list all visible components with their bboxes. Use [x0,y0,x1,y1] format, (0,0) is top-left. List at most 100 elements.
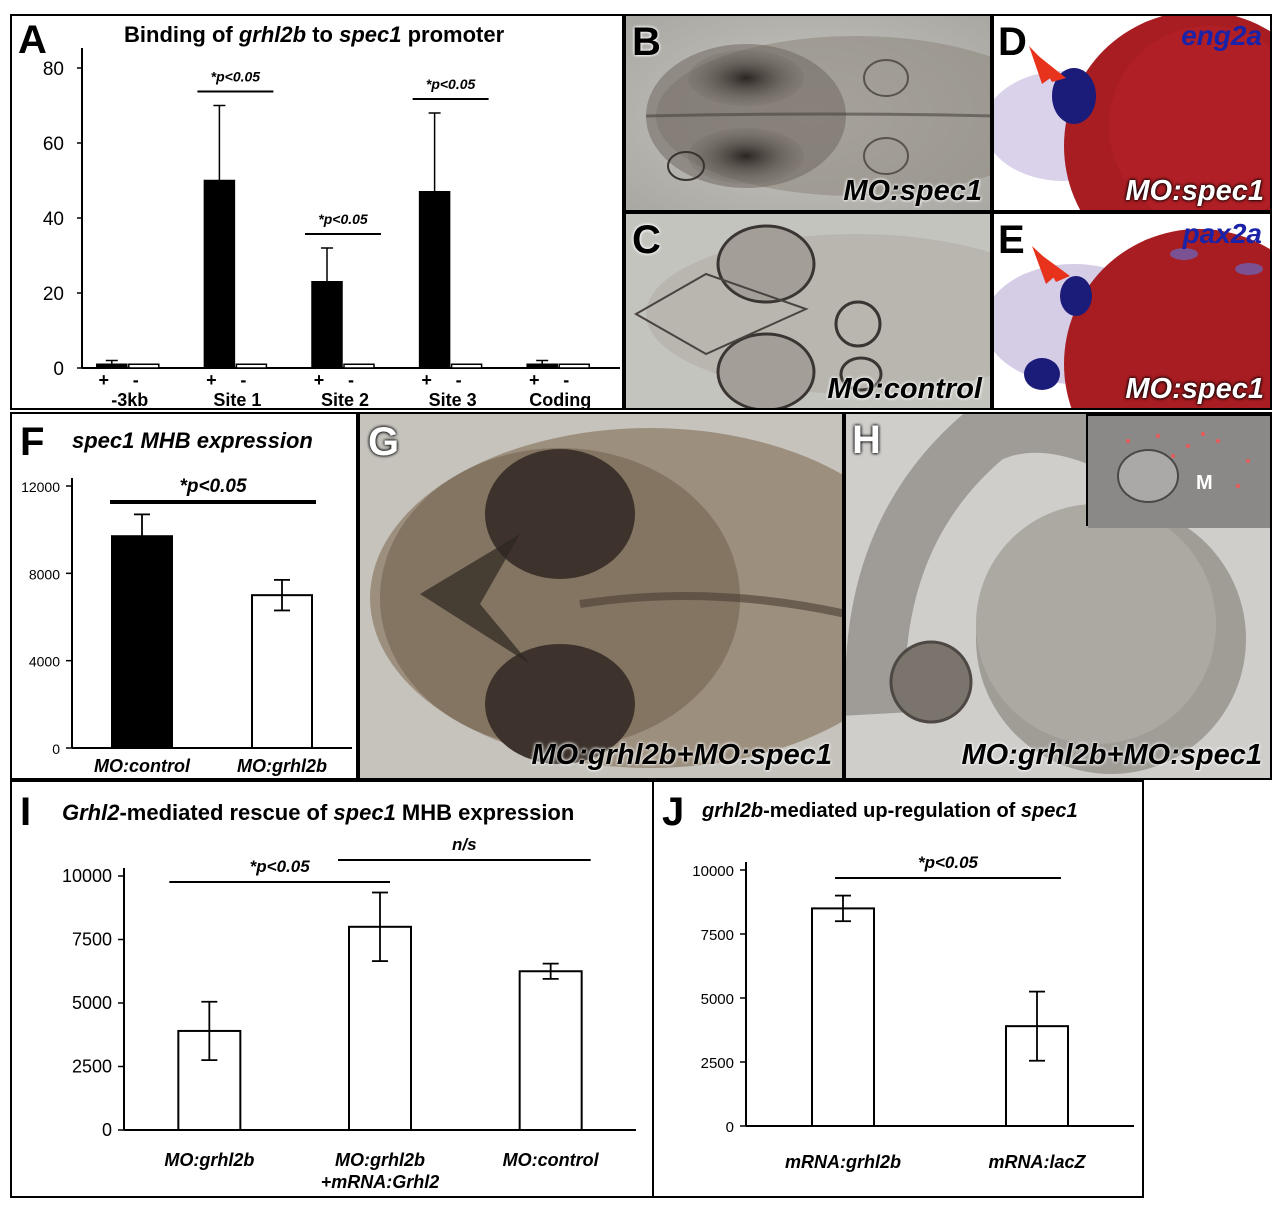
sub-label: + [314,370,325,390]
x-tick-label: Site 1 [213,390,261,410]
sub-label: - [563,370,569,390]
chart-title-i: Grhl2-mediated rescue of spec1 MHB expre… [62,800,575,825]
y-tick-label: 20 [43,284,64,305]
bar [251,594,313,749]
gene-label-e: pax2a [1182,218,1262,249]
bar [235,363,268,369]
inset-image-h: M [1086,414,1270,528]
panel-g: G MO:grhl2b+MO:spec1 [358,412,844,780]
bar-chart-f: 0 4000 8000 12000 MO:control MO:grhl2b *p<0.05 [21,476,352,776]
image-label-e: MO:spec1 [1125,373,1264,405]
inset-label-m: M [1196,472,1213,494]
panel-a: A Binding of grhl2b to spec1 promoter 0 2… [10,14,624,410]
significance-label: *p<0.05 [250,857,311,876]
y-tick-label: 10000 [692,863,734,880]
panel-letter-b: B [632,20,661,64]
significance-label: *p<0.05 [318,211,368,227]
bar-chart-j: 0 2500 5000 7500 10000 mRNA:grhl2b mRNA:lacZ *p… [692,853,1134,1172]
panel-letter-f: F [20,420,45,464]
sub-label: - [133,370,139,390]
bar [811,907,875,1128]
bar [526,363,558,369]
sub-label: + [529,370,540,390]
panel-letter-e: E [998,218,1025,262]
y-tick-label: 5000 [72,993,112,1013]
significance-label: n/s [452,835,477,854]
significance-label: *p<0.05 [179,476,247,497]
x-tick-label: Site 2 [321,390,369,410]
bar [111,535,173,750]
bar [418,191,451,369]
significance-label: *p<0.05 [211,69,261,85]
embryo-image-c [626,214,990,408]
significance-label: *p<0.05 [426,76,476,92]
panel-h: M H MO:grhl2b+MO:spec1 [844,412,1272,780]
x-tick-label: MO:control [503,1150,600,1170]
panel-letter-i: I [20,790,32,834]
sub-label: - [348,370,354,390]
sub-label: + [421,370,432,390]
x-tick-label: mRNA:lacZ [988,1152,1086,1172]
sub-label: + [99,370,110,390]
y-tick-label: 7500 [701,927,734,944]
significance-label: *p<0.05 [918,853,979,872]
y-tick-label: 8000 [29,566,60,582]
panel-b: B MO:spec1 [624,14,992,212]
bar [450,363,483,369]
y-tick-label: 0 [726,1119,734,1136]
x-tick-label: -3kb [111,390,148,410]
y-tick-label: 12000 [21,479,60,495]
panel-e: E pax2a MO:spec1 [992,212,1272,410]
image-label-c: MO:control [827,373,982,405]
panel-letter-c: C [632,218,661,262]
y-tick-label: 80 [43,59,64,80]
bar [128,363,160,369]
y-tick-label: 0 [102,1120,112,1140]
y-tick-label: 2500 [701,1055,734,1072]
bar [96,363,128,369]
y-tick-label: 60 [43,134,64,155]
x-tick-label: MO:grhl2b [237,756,327,776]
panel-letter-j: J [662,790,685,834]
chart-title-a: Binding of grhl2b to spec1 promoter [124,22,505,47]
y-tick-label: 0 [53,359,64,380]
image-label-h: MO:grhl2b+MO:spec1 [961,739,1262,771]
sub-label: - [240,370,246,390]
image-label-b: MO:spec1 [843,175,982,207]
chart-title-f: spec1 MHB expression [72,428,313,453]
embryo-image-b [626,16,990,210]
x-tick-label: Site 3 [429,390,477,410]
y-tick-label: 10000 [62,866,112,886]
panel-letter-h: H [852,418,881,462]
y-tick-label: 4000 [29,654,60,670]
sub-label: + [206,370,217,390]
x-tick-label: Coding [529,390,591,410]
x-tick-label: +mRNA:Grhl2 [321,1172,440,1192]
panel-letter-g: G [368,420,400,464]
in-situ-image-d [994,16,1270,210]
image-label-g: MO:grhl2b+MO:spec1 [531,739,832,771]
panel-c: C MO:control [624,212,992,410]
panel-j: J grhl2b-mediated up-regulation of spec1… [652,780,1144,1198]
sub-label: - [456,370,462,390]
y-tick-label: 2500 [72,1057,112,1077]
x-tick-label: MO:control [94,756,191,776]
panel-letter-a: A [18,18,47,62]
chart-title-j: grhl2b-mediated up-regulation of spec1 [702,800,1078,822]
y-tick-label: 40 [43,209,64,230]
image-label-d: MO:spec1 [1125,175,1264,207]
bar [311,281,343,369]
bar [518,970,583,1131]
in-situ-image-e [994,214,1270,408]
x-tick-label: MO:grhl2b [164,1150,254,1170]
bar [343,363,375,369]
embryo-image-g [360,414,842,778]
panel-d: D eng2a MO:spec1 [992,14,1272,212]
x-tick-label: MO:grhl2b [335,1150,425,1170]
panel-f: F spec1 MHB expression 0 4000 8000 12000 MO:… [10,412,358,780]
gene-label-d: eng2a [1181,20,1262,51]
bar [558,363,590,369]
y-tick-label: 7500 [72,930,112,950]
